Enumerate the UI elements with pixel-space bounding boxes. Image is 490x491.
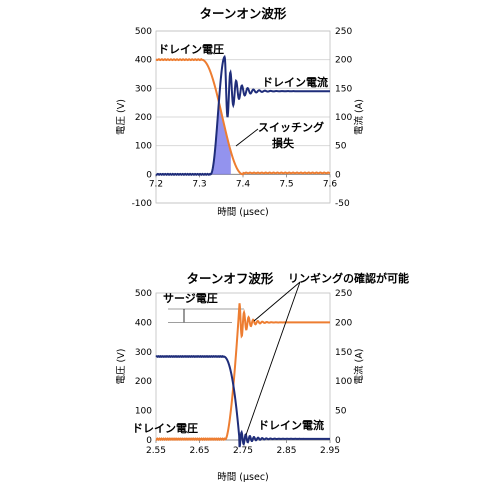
chart-2 <box>155 281 331 448</box>
series-line-drain-voltage <box>155 303 330 442</box>
y-left-tick-label: 100 <box>135 142 152 152</box>
x-tick-label: 7.4 <box>236 179 251 189</box>
x-tick-label: 7.6 <box>323 179 338 189</box>
chart-1 <box>155 30 331 204</box>
y-right-tick-label: 100 <box>335 377 352 387</box>
legend-drain-voltage: ドレイン電圧 <box>132 422 198 435</box>
y-right-tick-label: 150 <box>335 84 352 94</box>
series-line-drain-voltage <box>155 58 331 176</box>
y-left-tick-label: 200 <box>135 377 152 387</box>
y-left-tick-label: -100 <box>132 199 153 209</box>
chart-title: ターンオン波形 <box>200 6 287 21</box>
y-right-tick-label: 200 <box>335 318 352 328</box>
x-tick-label: 2.95 <box>320 446 340 456</box>
x-tick-label: 2.65 <box>189 446 209 456</box>
y-left-tick-label: 400 <box>135 56 152 66</box>
y-left-tick-label: 500 <box>135 289 152 299</box>
y-right-tick-label: 250 <box>335 27 352 37</box>
x-axis-label: 時間 (μsec) <box>217 472 269 483</box>
series-line-drain-current <box>155 54 330 176</box>
y-left-axis-label: 電圧 (V) <box>116 349 127 385</box>
chart-title: ターンオフ波形 <box>187 271 274 286</box>
switching-loss-pointer <box>235 128 259 147</box>
y-left-tick-label: 400 <box>135 318 152 328</box>
ringing-pointer-current <box>245 281 301 436</box>
y-right-axis-label: 電流 (A) <box>353 349 365 385</box>
switching-loss-label-2: 損失 <box>272 136 295 150</box>
y-left-tick-label: 0 <box>146 436 152 446</box>
y-right-tick-label: -50 <box>335 199 350 209</box>
switching-loss-area <box>210 102 231 175</box>
y-left-tick-label: 500 <box>135 27 152 37</box>
y-right-tick-label: 150 <box>335 348 352 358</box>
ringing-pointer-voltage <box>253 281 301 322</box>
y-right-axis-label: 電流 (A) <box>353 99 365 135</box>
y-right-tick-label: 0 <box>335 436 341 446</box>
y-left-tick-label: 300 <box>135 84 152 94</box>
x-tick-label: 7.5 <box>279 179 293 189</box>
legend-drain-current: ドレイン電流 <box>258 418 324 432</box>
y-right-tick-label: 250 <box>335 289 352 299</box>
series-line-drain-current <box>155 354 330 448</box>
y-right-tick-label: 100 <box>335 113 352 123</box>
surge-voltage-label: サージ電圧 <box>163 292 218 305</box>
x-axis-label: 時間 (μsec) <box>217 207 269 218</box>
x-tick-label: 7.3 <box>192 179 206 189</box>
x-tick-label: 2.55 <box>146 446 166 456</box>
y-right-tick-label: 50 <box>335 407 347 417</box>
switching-loss-label: スイッチング <box>258 120 324 134</box>
plot-frame <box>155 30 331 204</box>
x-tick-label: 2.75 <box>233 446 253 456</box>
x-tick-label: 7.2 <box>149 179 163 189</box>
y-left-tick-label: 100 <box>135 407 152 417</box>
y-left-tick-label: 200 <box>135 113 152 123</box>
x-tick-label: 2.85 <box>276 446 296 456</box>
y-right-tick-label: 200 <box>335 56 352 66</box>
y-left-axis-label: 電圧 (V) <box>116 99 127 135</box>
y-left-tick-label: 0 <box>146 170 152 180</box>
legend-drain-current: ドレイン電流 <box>262 75 328 89</box>
y-left-tick-label: 300 <box>135 348 152 358</box>
legend-drain-voltage: ドレイン電圧 <box>158 43 224 56</box>
y-right-tick-label: 50 <box>335 142 347 152</box>
y-right-tick-label: 0 <box>335 170 341 180</box>
ringing-label: リンギングの確認が可能 <box>288 271 409 285</box>
